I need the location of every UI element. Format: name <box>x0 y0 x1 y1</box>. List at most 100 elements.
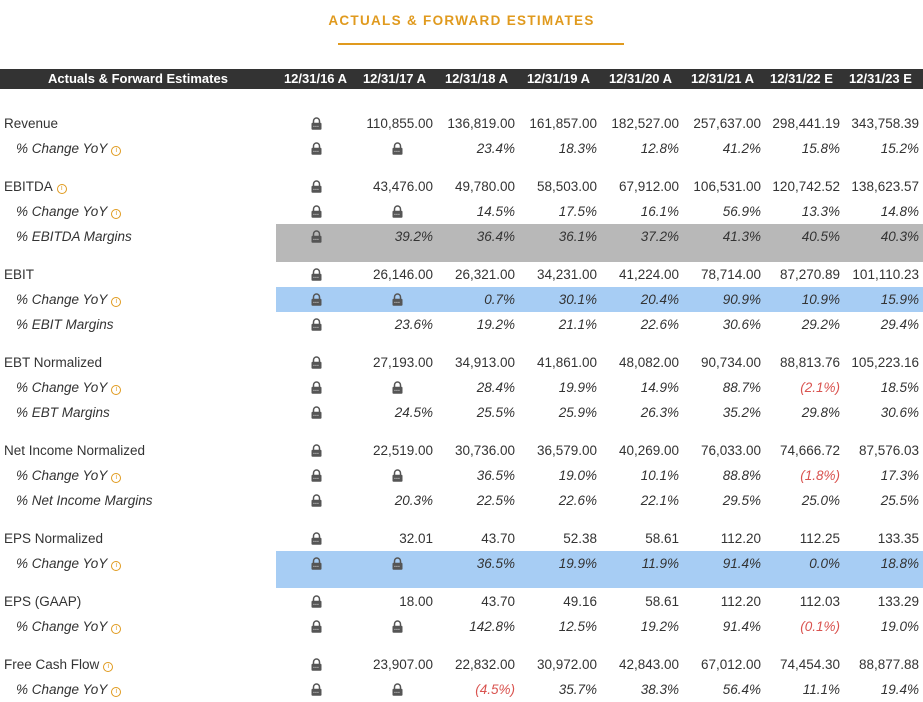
lock-icon[interactable] <box>311 469 322 482</box>
info-circle-icon[interactable]: i <box>111 146 122 156</box>
table-row: % Change YoY i 23.4% 18.3% 12.8% 41.2% 15.8% 15… <box>0 136 923 161</box>
table-cell: 22,519.00 <box>372 443 433 458</box>
table-cell: 19.0% <box>880 619 919 634</box>
info-circle-icon[interactable]: i <box>56 184 67 194</box>
table-cell: 25.5% <box>476 405 515 420</box>
table-cell: 56.4% <box>722 682 761 697</box>
lock-icon[interactable] <box>311 180 322 193</box>
table-cell: 91.4% <box>722 556 761 571</box>
row-label: Revenue <box>4 116 59 131</box>
column-header: 12/31/17 A <box>362 71 427 86</box>
lock-icon[interactable] <box>311 117 322 130</box>
lock-icon[interactable] <box>311 406 322 419</box>
row-label: EBIT <box>4 267 35 282</box>
table-cell: 0.0% <box>809 556 840 571</box>
table-cell: 23.6% <box>394 317 433 332</box>
column-header: 12/31/22 E <box>770 71 833 86</box>
column-header: 12/31/18 A <box>444 71 509 86</box>
table-cell: 20.3% <box>394 493 433 508</box>
table-cell: 22.5% <box>476 493 515 508</box>
table-row: % Change YoY i 14.5% 17.5% 16.1% 56.9% 13.3% 14… <box>0 199 923 224</box>
table-cell: 25.9% <box>558 405 597 420</box>
lock-icon[interactable] <box>311 293 322 306</box>
row-label: % Net Income Margins <box>16 493 153 508</box>
table-cell: (2.1%) <box>800 380 840 395</box>
table-cell: 106,531.00 <box>693 179 761 194</box>
lock-icon[interactable] <box>392 205 403 218</box>
table-cell: 56.9% <box>722 204 761 219</box>
table-row: EBIT 26,146.00 26,321.00 34,231.00 41,224.00… <box>0 262 923 287</box>
table-cell: 10.1% <box>640 468 679 483</box>
row-highlight <box>276 287 923 312</box>
lock-icon[interactable] <box>392 683 403 696</box>
table-cell: 136,819.00 <box>447 116 515 131</box>
table-cell: 90,734.00 <box>700 355 761 370</box>
table-cell: 43.70 <box>481 531 515 546</box>
table-cell: (0.1%) <box>800 619 840 634</box>
info-circle-icon[interactable]: i <box>111 687 122 697</box>
lock-icon[interactable] <box>311 683 322 696</box>
lock-icon[interactable] <box>311 494 322 507</box>
table-cell: 18.8% <box>880 556 919 571</box>
lock-icon[interactable] <box>311 205 322 218</box>
table-cell: 38.3% <box>640 682 679 697</box>
table-cell: 30.6% <box>880 405 919 420</box>
lock-icon[interactable] <box>311 318 322 331</box>
lock-icon[interactable] <box>311 142 322 155</box>
table-cell: 22.1% <box>640 493 679 508</box>
lock-icon[interactable] <box>311 658 322 671</box>
table-cell: 10.9% <box>801 292 840 307</box>
table-cell: 0.7% <box>484 292 515 307</box>
table-cell: 16.1% <box>640 204 679 219</box>
table-cell: 182,527.00 <box>611 116 679 131</box>
lock-icon[interactable] <box>392 557 403 570</box>
lock-icon[interactable] <box>392 142 403 155</box>
table-row: % Change YoY i (4.5%) 35.7% 38.3% 56.4% 11.1% 1… <box>0 677 923 702</box>
lock-icon[interactable] <box>311 620 322 633</box>
table-cell: 110,855.00 <box>366 116 433 131</box>
table-cell: 112.20 <box>720 531 761 546</box>
table-cell: 19.2% <box>476 317 515 332</box>
column-header: 12/31/23 E <box>849 71 912 86</box>
table-row: EPS Normalized 32.01 43.70 52.38 58.61 112.20… <box>0 526 923 551</box>
table-cell: 22.6% <box>640 317 679 332</box>
table-cell: (1.8%) <box>800 468 840 483</box>
lock-icon[interactable] <box>311 381 322 394</box>
table-cell: 58,503.00 <box>536 179 597 194</box>
lock-icon[interactable] <box>311 557 322 570</box>
info-circle-icon[interactable]: i <box>111 624 122 634</box>
table-cell: 37.2% <box>640 229 679 244</box>
info-circle-icon[interactable]: i <box>111 385 122 395</box>
row-label: % EBITDA Margins <box>16 229 132 244</box>
table-cell: 22.6% <box>558 493 597 508</box>
title-underline <box>338 43 624 45</box>
info-circle-icon[interactable]: i <box>111 209 122 219</box>
table-cell: 112.03 <box>799 594 840 609</box>
table-row: % EBITDA Margins 39.2% 36.4% 36.1% 37.2% 41.3… <box>0 224 923 249</box>
table-cell: 27,193.00 <box>372 355 433 370</box>
table-cell: 90.9% <box>722 292 761 307</box>
lock-icon[interactable] <box>392 620 403 633</box>
lock-icon[interactable] <box>311 356 322 369</box>
row-label: % Change YoY i <box>16 287 122 312</box>
lock-icon[interactable] <box>311 532 322 545</box>
info-circle-icon[interactable]: i <box>103 662 114 672</box>
lock-icon[interactable] <box>311 444 322 457</box>
table-cell: 22,832.00 <box>454 657 515 672</box>
lock-icon[interactable] <box>311 230 322 243</box>
table-cell: 30,972.00 <box>536 657 597 672</box>
lock-icon[interactable] <box>392 293 403 306</box>
info-circle-icon[interactable]: i <box>111 561 122 571</box>
table-cell: (4.5%) <box>475 682 515 697</box>
lock-icon[interactable] <box>392 469 403 482</box>
lock-icon[interactable] <box>311 595 322 608</box>
table-row: % Change YoY i 36.5% 19.0% 10.1% 88.8% (1.8%) 1… <box>0 463 923 488</box>
info-circle-icon[interactable]: i <box>111 473 122 483</box>
table-cell: 43,476.00 <box>372 179 433 194</box>
table-cell: 74,454.30 <box>779 657 840 672</box>
lock-icon[interactable] <box>392 381 403 394</box>
info-circle-icon[interactable]: i <box>111 297 122 307</box>
lock-icon[interactable] <box>311 268 322 281</box>
table-cell: 105,223.16 <box>851 355 919 370</box>
table-row: % EBIT Margins 23.6% 19.2% 21.1% 22.6% 30.6% 2… <box>0 312 923 337</box>
